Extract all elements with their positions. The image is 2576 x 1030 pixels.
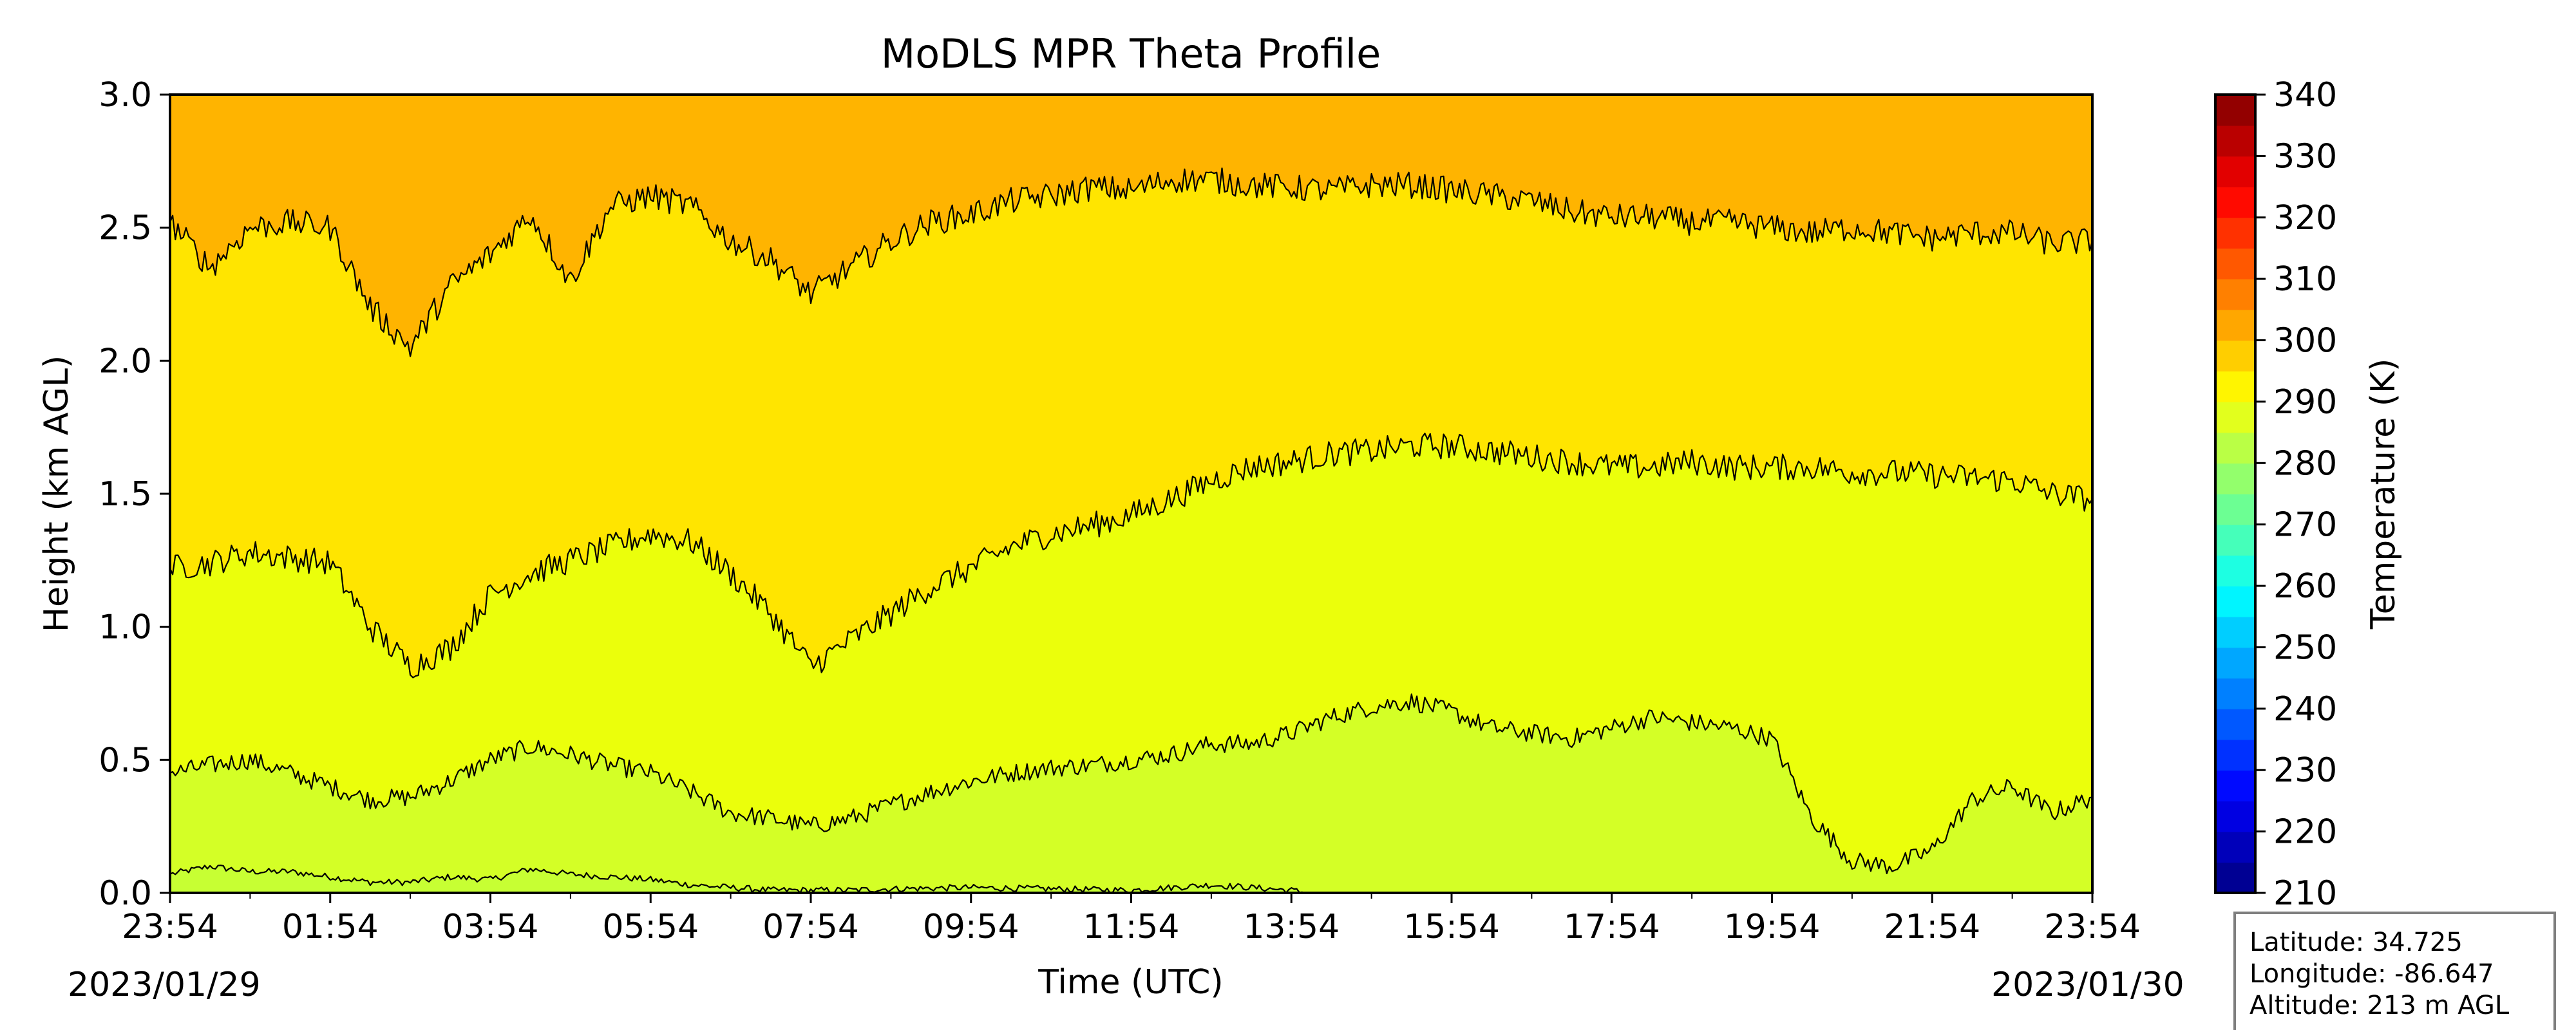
- x-tick-label: 01:54: [282, 908, 379, 946]
- x-axis-ticks: 23:54 01:54 03:54 05:54 07:54 09:54 11:54 13:54…: [122, 893, 2141, 946]
- start-date-label: 2023/01/29: [68, 966, 261, 1004]
- colorbar-tick-label: 220: [2273, 813, 2337, 852]
- temperature-fill-layers: [170, 95, 2092, 893]
- contour-lines: [170, 167, 2092, 893]
- contour-line-290K: [170, 433, 2092, 679]
- fill-above-290K: [170, 95, 2092, 678]
- y-tick-label: 1.5: [99, 475, 152, 514]
- y-tick-label: 0.0: [99, 874, 152, 913]
- fill-above-295K: [170, 95, 2092, 357]
- longitude-text: Longitude: -86.647: [2249, 959, 2494, 989]
- colorbar-segment: [2215, 862, 2255, 894]
- x-axis-label: Time (UTC): [1037, 963, 1223, 1002]
- contour-line-295K: [170, 167, 2092, 357]
- x-tick-label: 17:54: [1564, 908, 1660, 946]
- x-tick-label: 23:54: [2044, 908, 2141, 946]
- colorbar-segment: [2215, 770, 2255, 801]
- colorbar-segment: [2215, 800, 2255, 832]
- x-tick-label: 03:54: [442, 908, 539, 946]
- colorbar-segment: [2215, 279, 2255, 310]
- colorbar-segment: [2215, 125, 2255, 157]
- colorbar-ticks: 210 220 230 240 250 260 270 280 290 300 310 320 330 3…: [2255, 76, 2337, 913]
- x-tick-label: 13:54: [1243, 908, 1340, 946]
- colorbar-tick-label: 330: [2273, 137, 2337, 176]
- location-info-box: Latitude: 34.725 Longitude: -86.647 Alti…: [2233, 912, 2556, 1030]
- x-tick-label: 09:54: [923, 908, 1019, 946]
- colorbar-segment: [2215, 217, 2255, 249]
- colorbar-tick-label: 250: [2273, 628, 2337, 667]
- colorbar-segment: [2215, 187, 2255, 218]
- colorbar-tick-label: 240: [2273, 690, 2337, 729]
- colorbar-frame: [2214, 93, 2257, 894]
- plot-area: 23:54 01:54 03:54 05:54 07:54 09:54 11:54 13:54…: [99, 76, 2141, 946]
- colorbar-segment: [2215, 401, 2255, 433]
- x-tick-label: 19:54: [1724, 908, 1821, 946]
- colorbar-segment: [2215, 555, 2255, 586]
- colorbar-segment: [2215, 616, 2255, 648]
- y-tick-label: 1.0: [99, 608, 152, 647]
- colorbar-segment: [2215, 156, 2255, 187]
- contour-line-285K: [170, 693, 2092, 874]
- x-tick-label: 21:54: [1884, 908, 1980, 946]
- colorbar-segment: [2215, 309, 2255, 341]
- colorbar-tick-label: 290: [2273, 383, 2337, 422]
- fill-below-280K: [170, 865, 1308, 893]
- colorbar-segment: [2215, 678, 2255, 709]
- latitude-text: Latitude: 34.725: [2249, 928, 2463, 957]
- colorbar-tick-label: 320: [2273, 199, 2337, 238]
- colorbar-segment: [2215, 831, 2255, 863]
- y-axis-label: Height (km AGL): [37, 355, 76, 632]
- colorbar-tick-label: 230: [2273, 751, 2337, 790]
- colorbar-segment: [2215, 248, 2255, 279]
- y-tick-label: 2.5: [99, 209, 152, 248]
- x-tick-label: 23:54: [122, 908, 218, 946]
- y-tick-label: 2.0: [99, 342, 152, 380]
- y-tick-label: 0.5: [99, 741, 152, 780]
- colorbar-segment: [2215, 371, 2255, 402]
- y-tick-label: 3.0: [99, 76, 152, 115]
- x-tick-label: 15:54: [1403, 908, 1500, 946]
- colorbar: 210 220 230 240 250 260 270 280 290 300 310 320 330 3…: [2214, 76, 2403, 913]
- colorbar-segment: [2215, 494, 2255, 525]
- colorbar-tick-label: 340: [2273, 76, 2337, 115]
- colorbar-segment: [2215, 739, 2255, 771]
- info-box-frame: [2233, 912, 2556, 1030]
- colorbar-segment: [2215, 463, 2255, 494]
- end-date-label: 2023/01/30: [1991, 966, 2184, 1004]
- colorbar-tick-label: 300: [2273, 322, 2337, 360]
- colorbar-segment: [2215, 647, 2255, 679]
- altitude-text: Altitude: 213 m AGL: [2249, 991, 2510, 1020]
- x-tick-label: 07:54: [762, 908, 859, 946]
- colorbar-tick-label: 270: [2273, 506, 2337, 545]
- colorbar-segments: [2215, 95, 2255, 894]
- colorbar-segment: [2215, 340, 2255, 372]
- colorbar-tick-label: 260: [2273, 567, 2337, 606]
- colorbar-segment: [2215, 432, 2255, 464]
- x-tick-label: 05:54: [602, 908, 699, 946]
- chart-title: MoDLS MPR Theta Profile: [881, 30, 1381, 77]
- x-tick-label: 11:54: [1083, 908, 1180, 946]
- y-axis-ticks: 0.0 0.5 1.0 1.5 2.0 2.5 3.0: [99, 76, 170, 913]
- colorbar-tick-label: 210: [2273, 874, 2337, 913]
- contour-line-280K: [170, 865, 1308, 893]
- colorbar-tick-label: 310: [2273, 260, 2337, 299]
- colorbar-segment: [2215, 708, 2255, 740]
- colorbar-segment: [2215, 524, 2255, 556]
- colorbar-segment: [2215, 95, 2255, 126]
- colorbar-tick-label: 280: [2273, 444, 2337, 483]
- colorbar-label: Temperature (K): [2364, 359, 2403, 630]
- colorbar-segment: [2215, 586, 2255, 617]
